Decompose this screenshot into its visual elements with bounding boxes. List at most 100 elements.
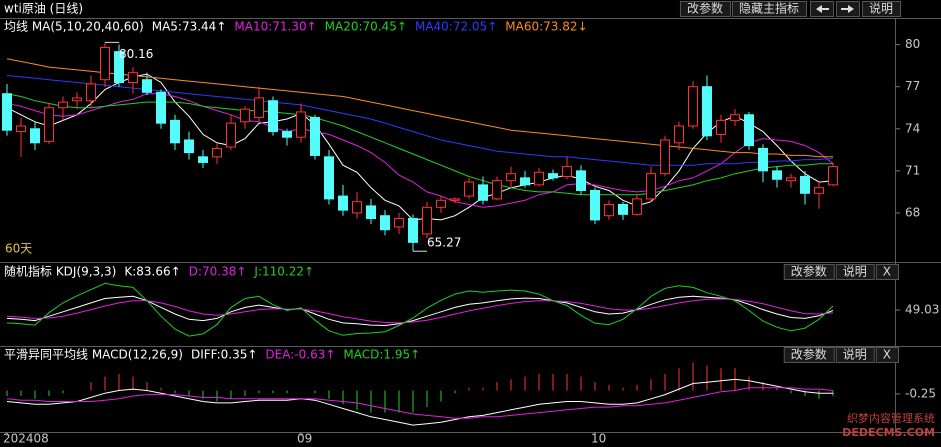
button[interactable] bbox=[731, 1, 807, 17]
frame bbox=[0, 18, 941, 433]
button[interactable] bbox=[835, 347, 875, 363]
legend-entry: J:110.22↑ bbox=[253, 265, 314, 279]
candle-body bbox=[688, 86, 698, 127]
toolbar-button-label: 说明 bbox=[869, 1, 893, 16]
candle-body bbox=[114, 51, 124, 84]
right-arrow-icon bbox=[841, 5, 854, 13]
candle-body bbox=[800, 175, 810, 194]
legend-entry: DEA:-0.63↑ bbox=[265, 348, 335, 362]
left-arrow-icon bbox=[816, 5, 829, 13]
candle-body bbox=[730, 114, 740, 121]
y-tick-label: 74 bbox=[905, 121, 920, 135]
candle-body bbox=[2, 93, 12, 131]
toolbar-button[interactable] bbox=[861, 1, 901, 17]
candle-body bbox=[758, 147, 768, 172]
candle-body bbox=[268, 100, 278, 133]
candle-body bbox=[646, 173, 656, 200]
button[interactable] bbox=[875, 264, 899, 280]
candle-body bbox=[310, 117, 320, 156]
candle-body bbox=[534, 171, 544, 186]
button-label: X bbox=[883, 265, 891, 279]
button[interactable] bbox=[679, 1, 731, 17]
y-tick-label: 77 bbox=[905, 79, 920, 93]
x-tick-label: 09 bbox=[297, 432, 312, 446]
candle-body bbox=[464, 181, 474, 197]
candle-body bbox=[786, 177, 796, 182]
x-tick-label: 202408 bbox=[3, 432, 49, 446]
candle-body bbox=[72, 97, 82, 102]
button[interactable] bbox=[835, 264, 875, 280]
indicator-line bbox=[6, 298, 834, 324]
candle-body bbox=[86, 83, 96, 102]
legend-entry: MACD:1.95↑ bbox=[343, 348, 420, 362]
indicator-line bbox=[6, 58, 833, 158]
legend-title: 平滑异同平均线 MACD(12,26,9) bbox=[4, 348, 183, 362]
button[interactable] bbox=[875, 347, 899, 363]
candle-body bbox=[184, 139, 194, 154]
indicator-line bbox=[6, 295, 834, 327]
candle-body bbox=[674, 125, 684, 144]
annotation: 80.16 bbox=[119, 47, 153, 61]
candle-body bbox=[716, 119, 726, 135]
button-label: 改参数 bbox=[687, 1, 723, 16]
watermark: 织梦内容管理系统 bbox=[847, 411, 935, 425]
candle-body bbox=[198, 156, 208, 163]
y-tick-label: 80 bbox=[905, 37, 920, 51]
candle-body bbox=[170, 119, 180, 144]
candle-body bbox=[506, 173, 516, 182]
button-label: 隐藏主指标 bbox=[739, 1, 799, 16]
candle-body bbox=[156, 91, 166, 124]
candle-body bbox=[142, 79, 152, 93]
watermark: DEDECMS.COM bbox=[842, 426, 935, 439]
candle-body bbox=[576, 170, 586, 191]
legend-entry: MA40:72.05↑ bbox=[415, 20, 497, 34]
y-tick-label: -0.25 bbox=[905, 386, 936, 400]
candle-body bbox=[128, 72, 138, 84]
candle-body bbox=[618, 204, 628, 215]
candle-body bbox=[254, 97, 264, 119]
candle-body bbox=[436, 199, 446, 208]
candle-body bbox=[240, 108, 250, 123]
candle-body bbox=[226, 122, 236, 148]
period-label: 60天 bbox=[5, 242, 32, 256]
legend-entry: DIFF:0.35↑ bbox=[191, 348, 257, 362]
arrow-buttons[interactable] bbox=[810, 1, 860, 17]
y-tick-label: 49.03 bbox=[905, 303, 939, 317]
legend-entry: MA5:73.44↑ bbox=[152, 20, 227, 34]
candle-body bbox=[548, 173, 558, 179]
candle-body bbox=[44, 107, 54, 142]
y-tick-label: 68 bbox=[905, 205, 920, 219]
candle-body bbox=[296, 111, 306, 138]
button-label: 改参数 bbox=[791, 347, 827, 362]
legend-title: 均线 MA(5,10,20,40,60) bbox=[4, 20, 144, 34]
button-label: 说明 bbox=[843, 347, 867, 362]
candle-body bbox=[394, 218, 404, 228]
candle-body bbox=[30, 128, 40, 144]
candle-body bbox=[366, 205, 376, 220]
indicator-line bbox=[6, 387, 834, 419]
candle-body bbox=[660, 139, 670, 175]
legend-entry: D:70.38↑ bbox=[189, 265, 247, 279]
candle-body bbox=[772, 170, 782, 180]
candle-body bbox=[632, 198, 642, 215]
candle-body bbox=[814, 187, 824, 194]
button[interactable] bbox=[783, 347, 835, 363]
candle-body bbox=[478, 184, 488, 201]
candle-body bbox=[744, 114, 754, 147]
y-tick-label: 71 bbox=[905, 163, 920, 177]
candle-body bbox=[58, 101, 68, 109]
indicator-line bbox=[6, 282, 834, 337]
candle-body bbox=[16, 125, 26, 133]
legend-entry: MA60:73.82↓ bbox=[505, 20, 587, 34]
indicator-line bbox=[6, 73, 834, 221]
chart-title: wti原油 (日线) bbox=[4, 2, 83, 16]
candle-body bbox=[408, 218, 418, 243]
button-label: X bbox=[883, 348, 891, 362]
candle-body bbox=[422, 206, 432, 235]
candle-body bbox=[338, 195, 348, 211]
candle-body bbox=[352, 201, 362, 214]
legend-entry: K:83.66↑ bbox=[124, 265, 180, 279]
button[interactable] bbox=[783, 264, 835, 280]
